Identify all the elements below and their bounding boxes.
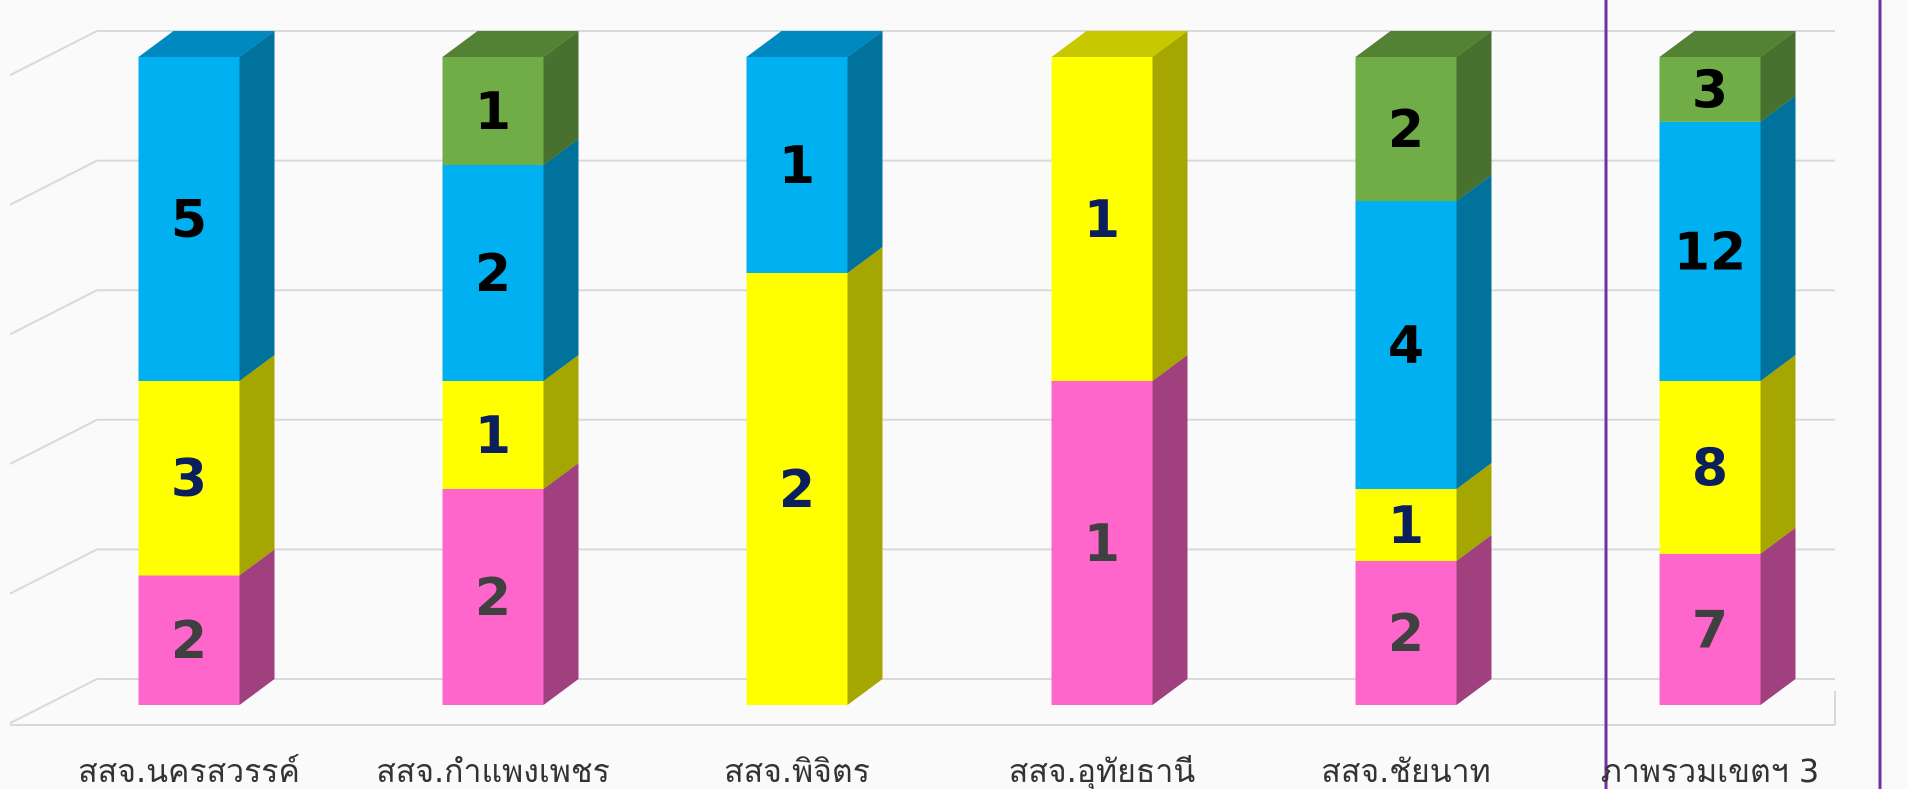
bar-segment-side — [847, 31, 883, 273]
bar-segment-front — [1051, 381, 1153, 705]
bar-top-face — [442, 31, 579, 57]
bar-segment-front — [1659, 121, 1761, 382]
category-label: สสจ.นครสวรรค์ — [78, 752, 300, 789]
bar-segment-front — [442, 165, 544, 381]
chart-grid — [9, 30, 1836, 726]
data-label: 1 — [475, 82, 511, 142]
data-label: 2 — [779, 460, 815, 520]
data-label: 2 — [171, 611, 207, 671]
bar-segment-side — [1456, 175, 1492, 489]
data-label: 1 — [779, 136, 815, 196]
bar-segment-side — [1456, 463, 1492, 561]
bar-segment-side — [1760, 355, 1796, 554]
data-label: 7 — [1692, 600, 1728, 660]
bar-top-face — [1659, 31, 1796, 57]
bar-segment-front — [442, 381, 544, 489]
bar-segment-front — [1659, 553, 1761, 705]
gridline-depth — [9, 159, 98, 206]
bar-segment-side — [1760, 95, 1796, 382]
data-label: 3 — [1692, 60, 1728, 120]
bar-segment-side — [1456, 535, 1492, 705]
bar-segment-side — [543, 463, 579, 705]
bar-segment-front — [746, 57, 848, 273]
bar-segment-side — [543, 31, 579, 165]
data-label: 2 — [475, 568, 511, 628]
bar-segment-front — [746, 273, 848, 705]
bar-segment-front — [138, 575, 240, 705]
bar-segment-front — [1051, 57, 1153, 381]
bar-segment-side — [1152, 355, 1188, 705]
bar-segment-side — [1456, 31, 1492, 201]
bar-top-face — [1355, 31, 1492, 57]
bar-segment-side — [543, 139, 579, 381]
data-label: 3 — [171, 449, 207, 509]
bar-segment-front — [442, 57, 544, 165]
category-labels: สสจ.นครสวรรค์ สสจ.กำแพงเพชร สสจ.พิจิตร สสจ.… — [78, 752, 1819, 789]
data-label: 4 — [1388, 316, 1424, 376]
data-label: 1 — [475, 406, 511, 466]
bar-segment-side — [239, 549, 275, 705]
data-label: 8 — [1692, 438, 1728, 498]
category-label: สสจ.กำแพงเพชร — [376, 752, 610, 789]
data-label: 2 — [475, 244, 511, 304]
bar-top-face — [138, 31, 275, 57]
bar-segment-front — [442, 489, 544, 705]
category-label: ภาพรวมเขตฯ 3 — [1601, 752, 1820, 789]
data-label: 1 — [1084, 514, 1120, 574]
bar-segment-side — [1760, 527, 1796, 705]
gridline-depth — [9, 418, 98, 465]
gridline-depth — [9, 289, 98, 336]
category-label: สสจ.พิจิตร — [724, 752, 870, 789]
gridline-depth — [9, 678, 98, 725]
category-label: สสจ.ชัยนาท — [1321, 752, 1490, 789]
bar-segment-front — [138, 57, 240, 381]
bar-segment-side — [239, 355, 275, 576]
data-label: 2 — [1388, 604, 1424, 664]
bar-top-face — [746, 31, 883, 57]
highlight-frame — [1604, 0, 1882, 789]
data-label: 1 — [1084, 190, 1120, 250]
data-label: 5 — [171, 190, 207, 250]
bar-top-face — [1051, 31, 1188, 57]
data-label: 1 — [1388, 496, 1424, 556]
gridline-depth — [9, 30, 98, 77]
bar-segment-side — [847, 247, 883, 705]
bar-segment-side — [543, 355, 579, 489]
category-label: สสจ.อุทัยธานี — [1009, 752, 1196, 789]
bar-segment-front — [1355, 57, 1457, 201]
bar-segment-front — [1659, 57, 1761, 122]
bar-segment-front — [1355, 489, 1457, 561]
bar-segment-front — [138, 381, 240, 576]
data-label: 2 — [1388, 100, 1424, 160]
data-label: 12 — [1674, 222, 1746, 282]
bar-segment-side — [1152, 31, 1188, 381]
bar-segment-front — [1659, 381, 1761, 554]
bar-segment-front — [1355, 201, 1457, 489]
bar-segment-front — [1355, 561, 1457, 705]
gridline-depth — [9, 548, 98, 595]
bar-segment-side — [239, 31, 275, 381]
bar-segment-side — [1760, 31, 1796, 122]
